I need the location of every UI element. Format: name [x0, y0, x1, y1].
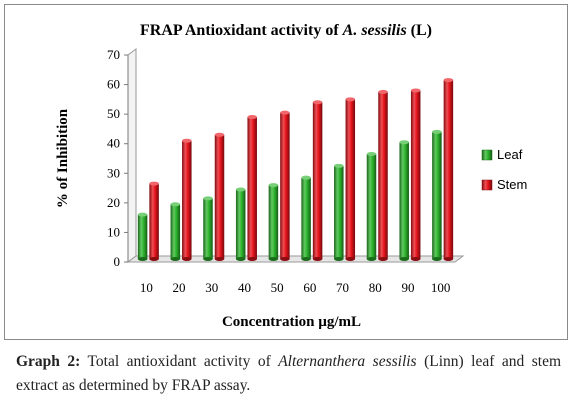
x-axis-title: Concentration µg/mL [222, 314, 361, 330]
chart-frame: FRAP Antioxidant activity of A. sessilis… [4, 4, 568, 340]
bar-top [215, 133, 225, 137]
figure-caption: Graph 2: Total antioxidant activity of A… [16, 350, 561, 398]
caption-species: Alternanthera sessilis [278, 353, 416, 370]
legend-label-stem: Stem [497, 177, 527, 192]
bar-leaf [236, 190, 246, 259]
bar-top [236, 188, 246, 192]
chart-svg: FRAP Antioxidant activity of A. sessilis… [5, 5, 567, 339]
bar-stem [313, 102, 323, 259]
x-tick-label: 60 [303, 280, 316, 295]
x-tick-label: 20 [173, 280, 186, 295]
bar-base [313, 257, 323, 261]
chart-title-prefix: FRAP Antioxidant activity of [140, 22, 343, 39]
caption-label: Graph 2: [16, 353, 80, 370]
bar-top [334, 164, 344, 168]
bar-base [171, 257, 181, 261]
bar-base [203, 257, 213, 261]
bar-top [280, 111, 290, 115]
bar-top [367, 152, 377, 156]
bar-base [378, 257, 388, 261]
bar-base [301, 257, 311, 261]
legend-label-leaf: Leaf [497, 147, 523, 162]
bar-top [444, 78, 454, 82]
bar-base [280, 257, 290, 261]
bar-base [215, 257, 225, 261]
y-tick-label: 10 [107, 224, 120, 239]
bar-base [247, 257, 257, 261]
y-tick-label: 60 [107, 77, 120, 92]
bar-top [432, 130, 442, 134]
x-tick-label: 30 [205, 280, 218, 295]
y-axis-title: % of Inhibition [55, 108, 71, 208]
bar-top [149, 182, 159, 186]
bar-top [247, 115, 257, 119]
bar-top [138, 213, 148, 217]
bar-top [203, 196, 213, 200]
bar-top [301, 176, 311, 180]
bar-leaf [171, 204, 181, 259]
bar-leaf [203, 198, 213, 259]
bar-top [411, 88, 421, 92]
bar-base [182, 257, 192, 261]
bar-base [346, 257, 356, 261]
y-tick-label: 50 [107, 106, 120, 121]
bar-top [182, 139, 192, 143]
y-tick-label: 30 [107, 165, 120, 180]
bar-base [138, 257, 148, 261]
bar-top [346, 97, 356, 101]
bar-top [378, 90, 388, 94]
x-tick-label: 10 [140, 280, 153, 295]
bar-base [269, 257, 279, 261]
bar-stem [247, 117, 257, 259]
bar-leaf [269, 185, 279, 259]
bar-base [236, 257, 246, 261]
x-tick-label: 100 [431, 280, 451, 295]
bar-leaf [367, 154, 377, 259]
bar-leaf [301, 178, 311, 259]
bar-top [399, 140, 409, 144]
bar-base [399, 257, 409, 261]
side-wall [128, 49, 136, 262]
bar-leaf [399, 142, 409, 259]
bar-stem [444, 80, 454, 259]
x-tick-label: 70 [336, 280, 349, 295]
chart-title-suffix: (L) [407, 22, 432, 39]
x-tick-label: 90 [401, 280, 414, 295]
y-tick-label: 20 [107, 195, 120, 210]
bar-base [367, 257, 377, 261]
bar-leaf [432, 132, 442, 259]
legend-swatch-leaf [482, 150, 492, 160]
bar-stem [182, 141, 192, 259]
bar-base [432, 257, 442, 261]
bar-leaf [334, 166, 344, 259]
bar-base [149, 257, 159, 261]
bar-base [334, 257, 344, 261]
bar-stem [280, 113, 290, 259]
bar-stem [411, 90, 421, 259]
bar-top [171, 202, 181, 206]
y-tick-label: 40 [107, 136, 120, 151]
bar-top [269, 183, 279, 187]
bar-leaf [138, 215, 148, 259]
x-tick-label: 50 [271, 280, 284, 295]
bar-stem [149, 184, 159, 259]
bar-stem [215, 135, 225, 259]
bar-stem [378, 92, 388, 259]
x-tick-label: 40 [238, 280, 251, 295]
bar-stem [346, 99, 356, 259]
chart-title-species: A. sessilis [342, 22, 407, 39]
caption-text-before: Total antioxidant activity of [80, 353, 278, 370]
bar-top [313, 100, 323, 104]
legend-swatch-stem [482, 180, 492, 190]
chart-title: FRAP Antioxidant activity of A. sessilis… [140, 22, 432, 39]
bar-base [411, 257, 421, 261]
y-tick-label: 70 [107, 47, 120, 62]
bar-base [444, 257, 454, 261]
y-tick-label: 0 [114, 254, 121, 269]
x-tick-label: 80 [369, 280, 382, 295]
